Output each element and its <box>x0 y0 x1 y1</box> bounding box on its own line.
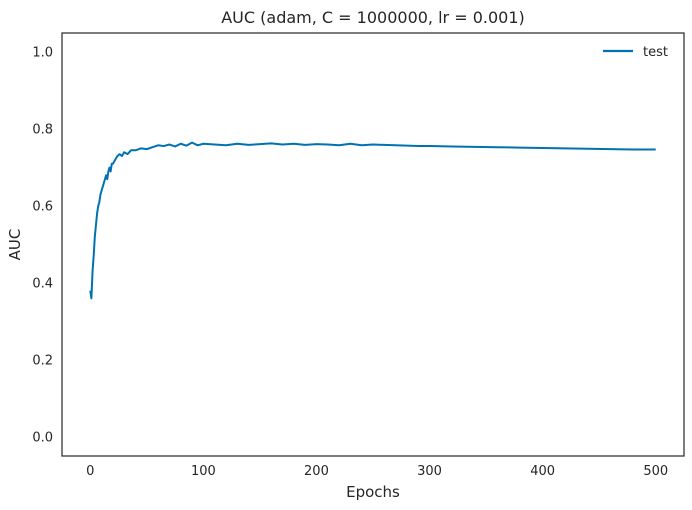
y-tick-label: 0.0 <box>32 430 53 445</box>
y-tick-label: 0.2 <box>32 353 53 368</box>
series-line-test <box>89 141 656 300</box>
x-tick-label: 200 <box>304 464 329 479</box>
x-tick-label: 0 <box>86 464 94 479</box>
y-axis-label: AUC <box>6 229 24 261</box>
y-tick-label: 0.8 <box>32 123 53 138</box>
series-layer <box>89 141 656 300</box>
x-tick-label: 300 <box>417 464 442 479</box>
x-axis-label: Epochs <box>346 483 400 501</box>
x-tick-labels: 0 100 200 300 400 500 <box>86 464 668 479</box>
x-tick-label: 500 <box>643 464 668 479</box>
y-tick-label: 0.4 <box>32 276 53 291</box>
y-tick-labels: 0.0 0.2 0.4 0.6 0.8 1.0 <box>32 46 53 446</box>
chart-title: AUC (adam, C = 1000000, lr = 0.001) <box>221 8 525 27</box>
plot-area <box>61 32 685 457</box>
legend-label-test: test <box>643 45 668 60</box>
y-tick-label: 1.0 <box>32 46 53 61</box>
x-tick-label: 400 <box>530 464 555 479</box>
y-tick-label: 0.6 <box>32 200 53 215</box>
legend: test <box>603 45 668 60</box>
x-tick-label: 100 <box>191 464 216 479</box>
